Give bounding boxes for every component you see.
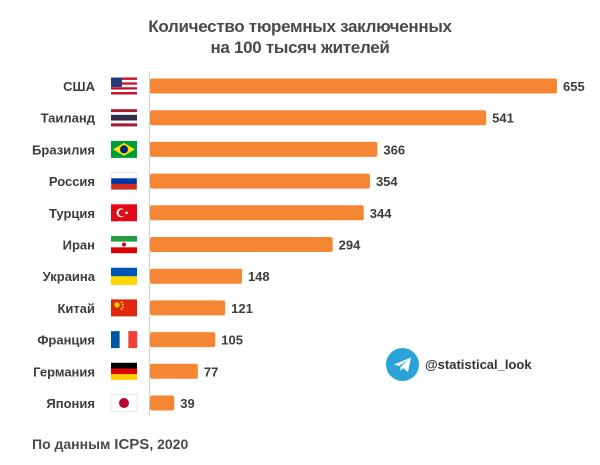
telegram-badge[interactable]: @statistical_look: [386, 348, 532, 381]
bar: [150, 78, 557, 94]
china-flag: [111, 299, 137, 317]
value-label: 541: [492, 111, 514, 126]
category-label: Таиланд: [41, 111, 96, 126]
value-label: 655: [563, 79, 585, 94]
category-label: Япония: [46, 396, 95, 411]
chart-title: Количество тюремных заключенных на 100 т…: [0, 16, 600, 58]
brazil-flag: [111, 140, 137, 158]
bar: [150, 268, 242, 284]
value-label: 366: [383, 142, 405, 157]
chart-title-line-2: на 100 тысяч жителей: [210, 38, 390, 57]
russia-flag: [110, 172, 138, 190]
value-label: 121: [231, 301, 253, 316]
bar: [150, 363, 198, 379]
value-label: 354: [376, 174, 398, 189]
bar: [150, 300, 226, 316]
value-label: 39: [180, 396, 194, 411]
category-label: Турция: [49, 206, 95, 221]
iran-flag: [111, 236, 137, 254]
ukraine-flag: [111, 267, 137, 285]
bar: [150, 173, 370, 189]
category-label: Россия: [49, 174, 95, 189]
value-label: 344: [370, 206, 392, 221]
source-prefix: По данным: [32, 436, 111, 452]
value-label: 77: [204, 364, 218, 379]
bar: [150, 141, 378, 157]
value-label: 105: [221, 333, 243, 348]
telegram-icon[interactable]: [386, 348, 419, 381]
category-label: США: [63, 79, 95, 94]
category-label: Китай: [57, 301, 95, 316]
category-label: Украина: [43, 269, 96, 284]
us-flag: [111, 77, 137, 95]
germany-flag: [111, 362, 137, 380]
source-note: По данным ICPS, 2020: [32, 436, 188, 453]
category-label: Иран: [63, 238, 95, 253]
source-year: , 2020: [149, 436, 189, 452]
turkey-flag: [111, 204, 137, 222]
bar: [150, 237, 333, 252]
chart-title-line-1: Количество тюремных заключенных: [148, 17, 452, 36]
bar: [150, 332, 216, 348]
value-label: 294: [339, 238, 361, 253]
thailand-flag: [111, 109, 137, 127]
bar: [150, 110, 487, 126]
japan-flag: [110, 394, 138, 412]
category-label: Бразилия: [32, 142, 95, 157]
bar: [150, 205, 364, 221]
category-label: Германия: [33, 364, 95, 379]
telegram-handle[interactable]: @statistical_look: [425, 357, 532, 372]
category-label: Франция: [37, 333, 95, 348]
source-name: ICPS: [114, 436, 150, 453]
bar: [150, 395, 175, 411]
value-label: 148: [248, 269, 270, 284]
france-flag: [111, 331, 138, 349]
